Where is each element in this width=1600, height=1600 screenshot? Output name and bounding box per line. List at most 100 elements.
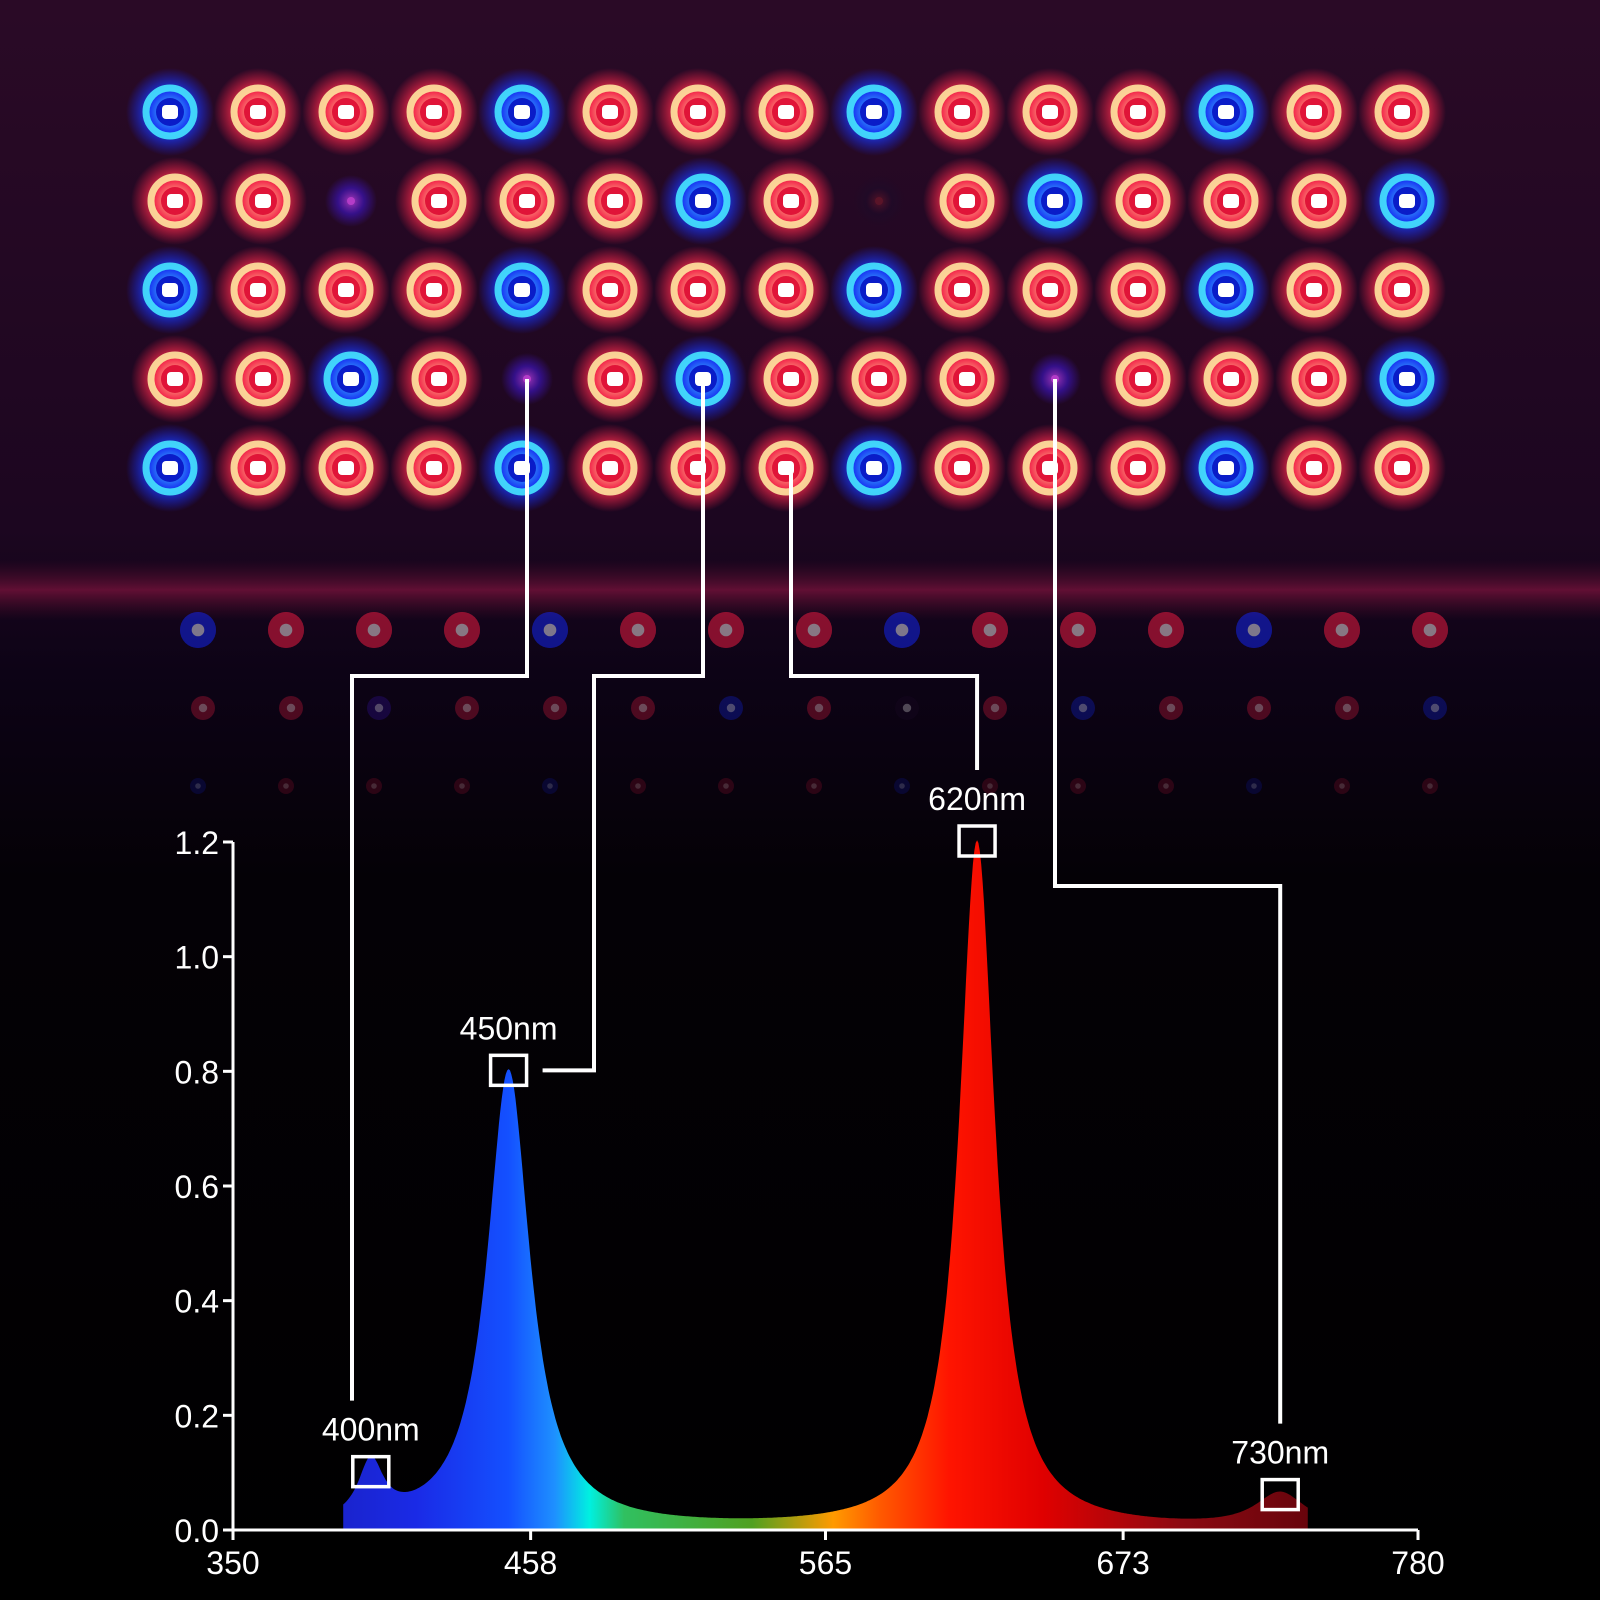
peak-label: 620nm (928, 781, 1026, 817)
led-reflection-dot (1060, 612, 1096, 648)
led-red (1275, 335, 1363, 423)
led-reflection-dot (268, 612, 304, 648)
led-reflection-dot (1236, 612, 1272, 648)
led-reflection-dot (180, 612, 216, 648)
peak-marker-400nm: 400nm (322, 1412, 420, 1489)
led-reflection-dot (542, 778, 558, 794)
led-reflection-dot (180, 612, 216, 648)
led-reflection-dot (1070, 778, 1086, 794)
led-red (390, 68, 478, 156)
led-reflection-dot (455, 696, 479, 720)
led-blue (1011, 157, 1099, 245)
peak-marker-730nm: 730nm (1231, 1435, 1329, 1512)
led-reflection-dot (1158, 778, 1174, 794)
led-reflection-dot (894, 778, 910, 794)
peak-box (1260, 1477, 1300, 1512)
led-reflection-dot (620, 612, 656, 648)
led-red (131, 335, 219, 423)
led-reflection-dot (620, 612, 656, 648)
x-tick-label: 458 (504, 1545, 557, 1581)
led-red (1187, 157, 1275, 245)
led-reflection-dot (972, 612, 1008, 648)
y-tick-label: 0.0 (175, 1513, 219, 1549)
led-reflection-dot (631, 696, 655, 720)
led-reflection-dot (1236, 612, 1272, 648)
led-reflection-dot (983, 696, 1007, 720)
connector-400nm (350, 379, 529, 1401)
led-red (1270, 68, 1358, 156)
led-reflection-dot (1060, 612, 1096, 648)
led-red (1094, 68, 1182, 156)
led-red (747, 157, 835, 245)
led-reflection-dot (1246, 778, 1262, 794)
led-reflection-dot (719, 696, 743, 720)
led-blue (1182, 246, 1270, 334)
peak-label: 400nm (322, 1412, 420, 1448)
peak-markers: 400nm 450nm 620nm 730nm (322, 781, 1329, 1512)
led-red (1099, 335, 1187, 423)
led-red (566, 68, 654, 156)
led-reflection-dot (1159, 696, 1183, 720)
peak-box (957, 824, 997, 858)
led-reflection-dot (444, 612, 480, 648)
led-reflection-dot (367, 696, 391, 720)
led-reflection-dot (1412, 612, 1448, 648)
y-tick-label: 1.0 (175, 940, 219, 976)
x-tick-label: 780 (1391, 1545, 1444, 1581)
led-reflection-dot (718, 778, 734, 794)
led-reflection-dot (895, 696, 919, 720)
led-red (747, 335, 835, 423)
led-reflection-dot (366, 778, 382, 794)
led-red (302, 246, 390, 334)
led-red (1094, 424, 1182, 512)
led-red (742, 68, 830, 156)
led-reflection-dot (278, 778, 294, 794)
led-blue (126, 246, 214, 334)
peak-label: 450nm (460, 1010, 558, 1046)
x-ticks: 350 458 565 673 780 (206, 1530, 1445, 1581)
led-reflection-dot (190, 778, 206, 794)
led-reflection-dot (807, 696, 831, 720)
led-reflection-dot (1247, 696, 1271, 720)
led-red (1006, 246, 1094, 334)
led-red (923, 157, 1011, 245)
led-red (1358, 424, 1446, 512)
y-tick-label: 0.8 (175, 1054, 219, 1090)
led-reflection-dot (191, 696, 215, 720)
led-red (1270, 424, 1358, 512)
led-blue (1182, 68, 1270, 156)
led-reflection-dot (1334, 778, 1350, 794)
led-red (1094, 246, 1182, 334)
connector-450nm (542, 379, 705, 1073)
led-reflection-dot (708, 612, 744, 648)
led-reflection-dot (806, 778, 822, 794)
led-red (214, 246, 302, 334)
led-reflection-dot (1422, 778, 1438, 794)
led-reflection-dot (1324, 612, 1360, 648)
led-reflection-dot (982, 778, 998, 794)
led-blue (830, 246, 918, 334)
led-blue (478, 68, 566, 156)
led-reflection-dot (532, 612, 568, 648)
led-red (214, 68, 302, 156)
led-red (1099, 157, 1187, 245)
x-tick-label: 350 (206, 1545, 259, 1581)
led-reflection-dot (1148, 612, 1184, 648)
peak-label: 730nm (1231, 1435, 1329, 1471)
led-red (918, 246, 1006, 334)
connector-730nm (1053, 379, 1283, 1424)
led-blue (830, 424, 918, 512)
led-reflection-dot (1148, 612, 1184, 648)
led-reflection-dot (972, 612, 1008, 648)
led-red (390, 246, 478, 334)
led-reflection-dot (543, 696, 567, 720)
led-red (302, 68, 390, 156)
led-reflection-dot (1324, 612, 1360, 648)
led-red (1358, 246, 1446, 334)
led-blue (830, 68, 918, 156)
led-reflection-dot (884, 612, 920, 648)
led-reflection (180, 612, 1448, 794)
y-tick-label: 0.2 (175, 1398, 219, 1434)
led-reflection-dot (796, 612, 832, 648)
